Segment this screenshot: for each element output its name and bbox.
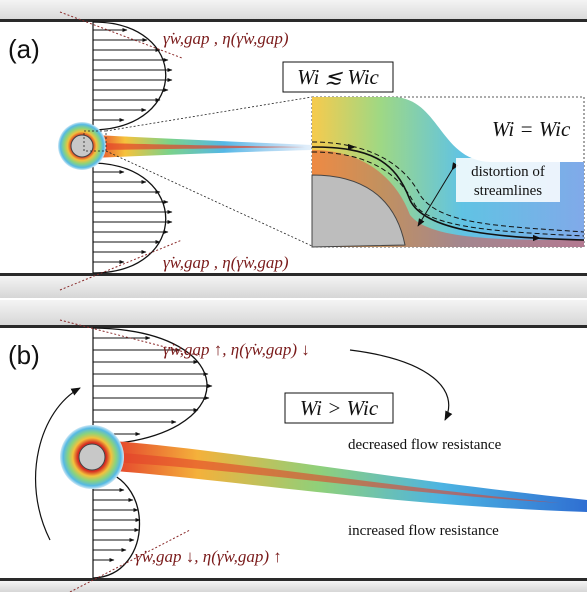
panel-label-b: (b) [8, 340, 40, 370]
velocity-profile-upper-a [92, 21, 173, 131]
gap-line-bottom-a [59, 239, 183, 291]
regime-label-b: Wi > Wic [300, 396, 379, 420]
wake-plume-b [100, 440, 587, 512]
bottom-wall-line-b [0, 578, 587, 581]
bottom-wall-b [0, 581, 587, 592]
regime-label-a: Wi ≲ Wic [297, 65, 379, 89]
velocity-profile-upper-b [92, 327, 213, 446]
inset-label: Wi = Wic [492, 117, 571, 141]
top-annotation-b: γ̇w,gap ↑, η(γ̇w,gap) ↓ [163, 340, 310, 359]
top-wall-line-a [0, 19, 587, 22]
top-wall-line-b [0, 325, 587, 328]
redirect-arrow-left-b [35, 387, 81, 541]
inset-note-line2: streamlines [474, 183, 542, 199]
gap-line-top-b [59, 319, 201, 357]
panel-label-a: (a) [8, 34, 40, 64]
cylinder-b [78, 443, 106, 471]
wake-core-a [100, 143, 305, 150]
zoom-box-a [83, 130, 107, 152]
regime-box-b [284, 392, 394, 424]
panel-a: Wi = Wic distortion of streamlines (a) γ… [0, 0, 587, 298]
top-wall-a [0, 0, 587, 22]
inset-note-line1: distortion of [471, 164, 545, 180]
inset-a: Wi = Wic distortion of streamlines [311, 96, 585, 248]
bottom-wall-line-a [0, 273, 587, 276]
top-wall-b [0, 300, 587, 326]
bottom-wall-a [0, 276, 587, 298]
top-annotation-a: γ̇w,gap , η(γ̇w,gap) [163, 29, 289, 48]
upper-note-b: decreased flow resistance [348, 437, 502, 453]
bottom-annotation-a: γ̇w,gap , η(γ̇w,gap) [163, 253, 289, 272]
velocity-profile-lower-a [92, 162, 173, 274]
redirect-arrow-right-b [349, 349, 453, 421]
cylinder-a [70, 134, 94, 158]
zoom-line-top-a [105, 96, 313, 132]
regime-box-a [282, 61, 394, 93]
bottom-annotation-b: γ̇w,gap ↓, η(γ̇w,gap) ↑ [135, 547, 282, 566]
wake-core-b [108, 452, 560, 503]
panel-b: (b) γ̇w,gap ↑, η(γ̇w,gap) ↓ γ̇w,gap ↓, η… [0, 300, 587, 592]
gap-line-top-a [59, 11, 183, 59]
gap-line-bottom-b [69, 529, 191, 592]
zoom-line-bottom-a [105, 150, 313, 247]
lower-note-b: increased flow resistance [348, 523, 499, 539]
